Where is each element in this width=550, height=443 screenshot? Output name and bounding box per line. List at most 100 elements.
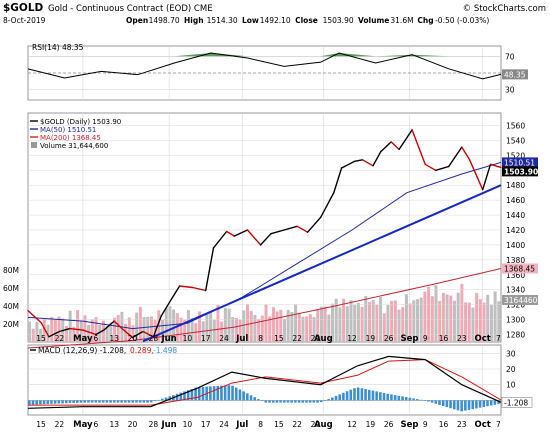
volume-bar [305, 316, 309, 342]
volume-bar [216, 304, 220, 342]
quote-value: 1492.10 [260, 16, 291, 25]
volume-bar [64, 326, 68, 342]
volume-bar [286, 310, 290, 342]
histogram-bar [371, 390, 375, 401]
x-tick-label: Aug [314, 334, 333, 344]
volume-bar [497, 301, 501, 342]
volume-tick-label: 40M [3, 302, 19, 311]
volume-bar [460, 283, 464, 342]
volume-bar [183, 319, 187, 342]
histogram-bar [179, 392, 183, 401]
histogram-bar [183, 391, 186, 401]
histogram-bar [98, 400, 101, 403]
volume-bar [382, 313, 386, 342]
histogram-bar [175, 393, 179, 401]
price-segment [283, 225, 298, 231]
price-segment [489, 163, 502, 169]
x-tick-label: 23 [457, 334, 467, 343]
histogram-bar [486, 400, 489, 407]
volume-bar [246, 304, 250, 342]
histogram-bar [445, 400, 449, 408]
x-tick-label: 16 [439, 334, 449, 343]
volume-bar [268, 316, 272, 342]
volume-bar [53, 320, 57, 342]
volume-bar [282, 318, 287, 342]
volume-bar [234, 318, 238, 342]
x-tick-label: Jun [160, 420, 176, 430]
volume-bar [168, 306, 172, 342]
price-tick-label: 1280 [506, 331, 525, 340]
price-tick-label: 1420 [506, 226, 525, 235]
macd-histogram [28, 385, 500, 412]
x-tick-label: 10 [183, 334, 193, 343]
volume-bar [486, 294, 490, 342]
histogram-bar [460, 400, 463, 412]
histogram-bar [367, 389, 371, 401]
price-segment [296, 225, 309, 233]
x-tick-label: 26 [384, 420, 394, 429]
x-tick-label: Sep [401, 420, 419, 430]
x-tick-label: 12 [347, 420, 357, 429]
histogram-bar [282, 400, 286, 403]
volume-bar [452, 300, 456, 342]
volume-bar [50, 317, 54, 342]
histogram-bar [382, 393, 386, 401]
volume-bar [149, 316, 153, 342]
histogram-bar [120, 400, 123, 403]
volume-bar [319, 306, 323, 342]
x-tick-label: 22 [55, 334, 65, 343]
histogram-bar [271, 400, 275, 403]
x-tick-label: 12 [347, 334, 357, 343]
volume-bar [342, 298, 346, 342]
histogram-bar [212, 386, 216, 401]
volume-bar [76, 310, 80, 342]
macd-line [27, 355, 502, 409]
x-tick-label: 19 [366, 420, 376, 429]
volume-bar [227, 308, 231, 342]
instrument-name: Gold - Continuous Contract (EOD) CME [48, 4, 213, 14]
histogram-bar [379, 392, 382, 401]
histogram-bar [76, 400, 79, 403]
histogram-bar [364, 389, 367, 401]
volume-bar [290, 312, 294, 342]
price-segment [58, 327, 71, 333]
price-segment [424, 163, 437, 172]
histogram-bar [312, 400, 316, 403]
volume-bar [364, 295, 368, 342]
histogram-bar [264, 400, 268, 403]
histogram-bar [423, 400, 426, 401]
histogram-bar [109, 400, 112, 403]
volume-bar [190, 318, 194, 342]
price-axis: 1560154015201500148014601440142014001380… [28, 121, 525, 340]
histogram-bar [464, 400, 467, 411]
volume-bar [31, 328, 35, 342]
x-tick-label: 6 [94, 334, 99, 343]
histogram-bar [57, 400, 61, 404]
volume-bar [101, 320, 105, 342]
volume-bar [312, 317, 316, 342]
macd-legend-signal: 0.289, [130, 346, 154, 355]
x-tick-label: 29 [311, 334, 321, 343]
volume-bar [349, 300, 353, 342]
x-tick-label: 22 [292, 334, 302, 343]
histogram-bar [242, 391, 245, 401]
price-segment [82, 329, 97, 336]
price-tick-label: 1400 [506, 241, 525, 250]
volume-bar [109, 322, 113, 342]
volume-bar [427, 286, 431, 342]
histogram-bar [475, 400, 478, 409]
x-tick-label: 7 [496, 420, 501, 429]
price-segment [233, 229, 249, 237]
volume-bar [223, 307, 227, 342]
rsi-current-badge: 48.35 [502, 69, 528, 80]
x-tick-label: 23 [457, 420, 467, 429]
volume-bar [275, 311, 279, 342]
histogram-bar [386, 393, 390, 401]
histogram-bar [138, 400, 142, 403]
histogram-bar [164, 397, 168, 401]
x-tick-label: 15 [36, 420, 46, 429]
histogram-bar [50, 400, 53, 404]
rsi-panel: RSI(14) 48.3570503048.35 [27, 43, 528, 95]
volume-bar [438, 301, 442, 342]
rsi-line [27, 52, 502, 80]
